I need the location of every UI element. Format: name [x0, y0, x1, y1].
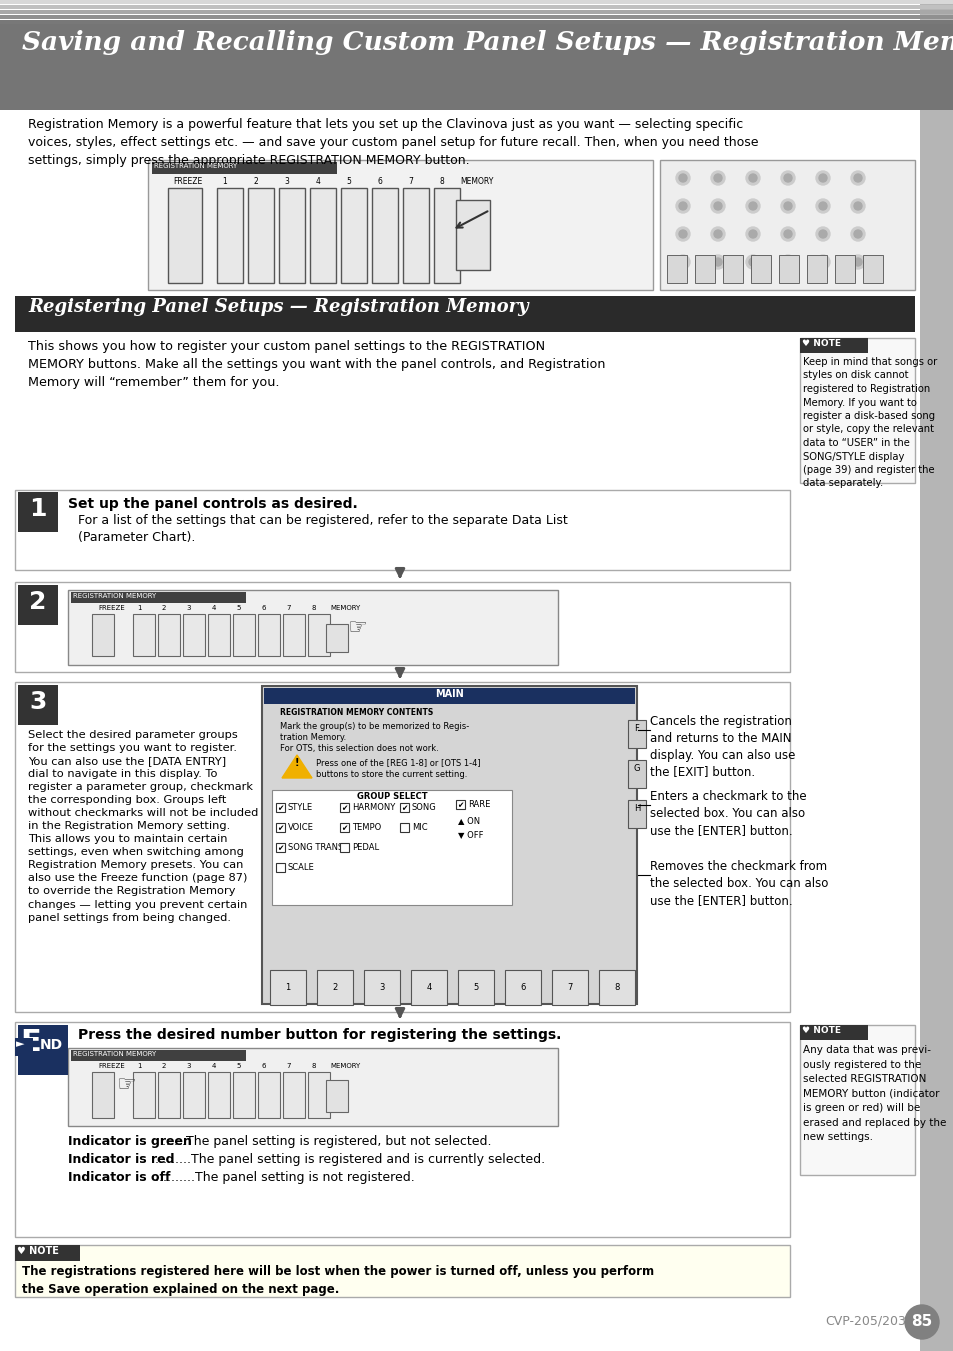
Bar: [15, 1021, 789, 1238]
Text: ..........The panel setting is not registered.: ..........The panel setting is not regis…: [151, 1171, 415, 1183]
Circle shape: [748, 203, 757, 209]
Bar: [399, 823, 409, 832]
Text: 2: 2: [162, 605, 166, 611]
Text: styles on disk cannot: styles on disk cannot: [802, 370, 907, 381]
Bar: [183, 1071, 205, 1119]
Text: new settings.: new settings.: [802, 1132, 872, 1142]
Circle shape: [713, 174, 721, 182]
Circle shape: [745, 255, 760, 269]
Text: RARE: RARE: [468, 800, 490, 809]
Text: 8: 8: [312, 605, 315, 611]
Bar: [216, 188, 243, 282]
Circle shape: [904, 1305, 938, 1339]
Circle shape: [679, 258, 686, 266]
Text: F: F: [634, 724, 639, 734]
Text: 85: 85: [910, 1315, 932, 1329]
Bar: [275, 863, 285, 871]
Bar: [132, 1071, 154, 1119]
Circle shape: [853, 174, 862, 182]
Text: This shows you how to register your custom panel settings to the REGISTRATION
ME: This shows you how to register your cust…: [28, 340, 605, 389]
Text: 1: 1: [285, 984, 291, 993]
Bar: [275, 802, 285, 812]
Text: 5: 5: [236, 1063, 241, 1069]
Text: ►: ►: [16, 1039, 25, 1048]
Bar: [283, 613, 305, 657]
Text: Indicator is green: Indicator is green: [68, 1135, 192, 1148]
Text: Press one of the [REG 1-8] or [OTS 1-4]
buttons to store the current setting.: Press one of the [REG 1-8] or [OTS 1-4] …: [315, 758, 480, 778]
Text: 6: 6: [261, 1063, 266, 1069]
Circle shape: [676, 172, 689, 185]
Text: 1: 1: [222, 177, 227, 186]
Text: MIC: MIC: [412, 823, 427, 832]
Bar: [779, 255, 799, 282]
Text: Indicator is red: Indicator is red: [68, 1152, 174, 1166]
Bar: [248, 188, 274, 282]
Bar: [71, 1050, 246, 1061]
Text: FREEZE: FREEZE: [172, 177, 202, 186]
Text: ♥ NOTE: ♥ NOTE: [801, 339, 841, 349]
Text: Press the desired number button for registering the settings.: Press the desired number button for regi…: [78, 1028, 560, 1042]
Bar: [68, 590, 558, 665]
Circle shape: [850, 172, 864, 185]
Text: SONG TRANS: SONG TRANS: [288, 843, 343, 852]
Bar: [310, 188, 335, 282]
Bar: [411, 970, 447, 1005]
Text: MEMORY: MEMORY: [459, 177, 493, 186]
Text: 8: 8: [312, 1063, 315, 1069]
Text: MEMORY button (indicator: MEMORY button (indicator: [802, 1089, 939, 1098]
Text: ✔: ✔: [276, 844, 283, 852]
Text: Mark the group(s) to be memorized to Regis-: Mark the group(s) to be memorized to Reg…: [280, 721, 469, 731]
Text: 6: 6: [519, 984, 525, 993]
Circle shape: [818, 258, 826, 266]
Bar: [275, 823, 285, 832]
Bar: [339, 843, 349, 852]
Text: For a list of the settings that can be registered, refer to the separate Data Li: For a list of the settings that can be r…: [78, 513, 567, 544]
Bar: [800, 338, 914, 484]
Text: PEDAL: PEDAL: [352, 843, 378, 852]
Text: ☞: ☞: [116, 1075, 136, 1096]
Bar: [504, 970, 540, 1005]
Text: VOICE: VOICE: [288, 823, 314, 832]
Bar: [275, 843, 285, 852]
Circle shape: [676, 227, 689, 240]
Bar: [695, 255, 714, 282]
Text: Registration Memory is a powerful feature that lets you set up the Clavinova jus: Registration Memory is a powerful featur…: [28, 118, 758, 168]
Circle shape: [713, 203, 721, 209]
Text: 1: 1: [30, 497, 47, 521]
Bar: [132, 613, 154, 657]
Circle shape: [783, 258, 791, 266]
Text: 3: 3: [187, 1063, 191, 1069]
Text: 4: 4: [315, 177, 320, 186]
Text: Registering Panel Setups — Registration Memory: Registering Panel Setups — Registration …: [28, 299, 528, 316]
Bar: [257, 1071, 280, 1119]
Bar: [627, 800, 645, 828]
Circle shape: [781, 227, 794, 240]
Circle shape: [818, 230, 826, 238]
Text: ND: ND: [40, 1038, 63, 1052]
Circle shape: [781, 255, 794, 269]
Circle shape: [745, 172, 760, 185]
Bar: [0, 5, 953, 9]
Circle shape: [676, 199, 689, 213]
Text: registered to Registration: registered to Registration: [802, 384, 929, 394]
Bar: [18, 492, 58, 532]
Circle shape: [748, 230, 757, 238]
Bar: [15, 682, 789, 1012]
Bar: [456, 800, 464, 809]
Text: 2: 2: [253, 177, 258, 186]
Circle shape: [781, 199, 794, 213]
Text: 7: 7: [287, 605, 291, 611]
Text: 6: 6: [377, 177, 382, 186]
Bar: [862, 255, 882, 282]
Text: is green or red) will be: is green or red) will be: [802, 1102, 920, 1113]
Bar: [148, 159, 652, 290]
Text: ......The panel setting is registered, but not selected.: ......The panel setting is registered, b…: [161, 1135, 491, 1148]
Bar: [270, 970, 306, 1005]
Bar: [15, 296, 914, 332]
Text: 5: 5: [473, 984, 478, 993]
Text: 7: 7: [287, 1063, 291, 1069]
Text: REGISTRATION MEMORY: REGISTRATION MEMORY: [73, 593, 156, 598]
Text: Any data that was previ-: Any data that was previ-: [802, 1046, 930, 1055]
Text: Saving and Recalling Custom Panel Setups — Registration Memory: Saving and Recalling Custom Panel Setups…: [22, 30, 953, 55]
Circle shape: [679, 203, 686, 209]
